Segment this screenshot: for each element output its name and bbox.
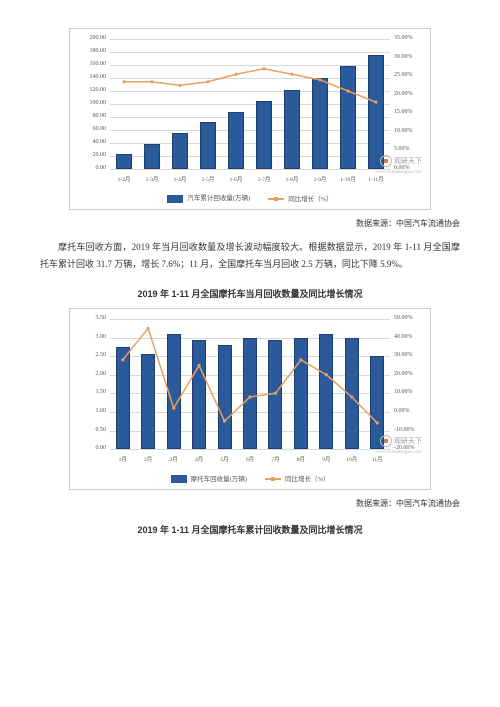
x-tick: 10月 <box>339 455 364 463</box>
watermark-text: 观研天下 <box>394 156 422 166</box>
x-tick: 1-7月 <box>250 175 278 183</box>
x-tick: 1-6月 <box>222 175 250 183</box>
section-title-cumulative-motorcycle: 2019 年 1-11 月全国摩托车累计回收数量及同比增长情况 <box>40 523 460 536</box>
y-left-tick: 60.00 <box>74 126 106 132</box>
watermark-logo-icon <box>380 155 392 167</box>
chart-cumulative-auto-recycle: 0.00 20.00 40.00 60.00 80.00 100.00 120.00 140.… <box>69 28 431 210</box>
x-tick: 1月 <box>110 455 135 463</box>
y-right-tick: 10.00% <box>394 389 426 395</box>
y-left-tick: 20.00 <box>74 152 106 158</box>
chart-monthly-motorcycle-recycle: 0.000.501.001.502.002.503.003.50-20.00%-… <box>69 308 431 490</box>
x-tick: 1-10月 <box>334 175 362 183</box>
y-right-tick: 15.00% <box>394 109 426 115</box>
legend-swatch-line-icon <box>265 478 281 480</box>
legend-swatch-bar-icon <box>171 475 187 483</box>
y-left-tick: 2.50 <box>74 352 106 358</box>
y-right-tick: 35.00% <box>394 35 426 41</box>
x-tick: 1-8月 <box>278 175 306 183</box>
x-tick: 1-4月 <box>166 175 194 183</box>
legend-item-bar: 摩托车回收量(万辆) <box>171 473 247 484</box>
x-tick: 1-9月 <box>306 175 334 183</box>
document-page: 0.00 20.00 40.00 60.00 80.00 100.00 120.00 140.… <box>0 0 500 562</box>
x-tick: 1-3月 <box>138 175 166 183</box>
x-tick: 5月 <box>212 455 237 463</box>
y-right-tick: 30.00% <box>394 352 426 358</box>
legend-item-bar: 汽车累计回收量(万辆) <box>167 192 250 203</box>
x-tick: 7月 <box>263 455 288 463</box>
data-source-label-1: 数据来源：中国汽车流通协会 <box>40 218 460 229</box>
y-left-tick: 3.00 <box>74 334 106 340</box>
y-left-tick: 100.00 <box>74 100 106 106</box>
x-tick: 9月 <box>314 455 339 463</box>
y-left-tick: 0.00 <box>74 165 106 171</box>
y-left-tick: 120.00 <box>74 87 106 93</box>
y-left-tick: 180.00 <box>74 48 106 54</box>
watermark-logo-icon <box>380 435 392 447</box>
y-left-tick: 200.00 <box>74 35 106 41</box>
y-left-tick: 140.00 <box>74 74 106 80</box>
x-tick: 3月 <box>161 455 186 463</box>
y-left-tick: 80.00 <box>74 113 106 119</box>
data-source-label-2: 数据来源：中国汽车流通协会 <box>40 498 460 509</box>
x-tick: 1-2月 <box>110 175 138 183</box>
watermark-url: www.chinabaogao.com <box>375 450 422 455</box>
watermark-url: www.chinabaogao.com <box>375 170 422 175</box>
x-tick: 2月 <box>135 455 160 463</box>
legend-swatch-bar-icon <box>167 195 183 203</box>
y-right-tick: 30.00% <box>394 54 426 60</box>
y-left-tick: 0.50 <box>74 427 106 433</box>
x-tick: 6月 <box>237 455 262 463</box>
legend-item-line: 同比增长（%） <box>268 193 332 203</box>
y-right-tick: 50.00% <box>394 315 426 321</box>
y-left-tick: 1.00 <box>74 408 106 414</box>
y-left-tick: 0.00 <box>74 445 106 451</box>
y-right-tick: 20.00% <box>394 91 426 97</box>
y-left-tick: 1.50 <box>74 389 106 395</box>
legend-swatch-line-icon <box>268 198 284 200</box>
x-tick: 1-11月 <box>362 175 390 183</box>
body-paragraph-motorcycle: 摩托车回收方面，2019 年当月回收数量及增长波动幅度较大。根据数据显示，201… <box>40 239 460 273</box>
x-tick: 4月 <box>186 455 211 463</box>
y-left-tick: 3.50 <box>74 315 106 321</box>
y-right-tick: 0.00% <box>394 408 426 414</box>
x-tick: 1-5月 <box>194 175 222 183</box>
chart-legend: 汽车累计回收量(万辆) 同比增长（%） <box>70 192 430 203</box>
y-left-tick: 2.00 <box>74 371 106 377</box>
watermark-text: 观研天下 <box>394 436 422 446</box>
y-left-tick: 160.00 <box>74 61 106 67</box>
legend-item-line: 同比增长（%） <box>265 473 329 483</box>
y-right-tick: 5.00% <box>394 146 426 152</box>
watermark: 观研天下 <box>380 155 422 167</box>
chart-legend: 摩托车回收量(万辆) 同比增长（%） <box>70 473 430 484</box>
y-right-tick: 25.00% <box>394 72 426 78</box>
x-tick: 8月 <box>288 455 313 463</box>
y-right-tick: -10.00% <box>394 427 426 433</box>
y-left-tick: 40.00 <box>74 139 106 145</box>
y-right-tick: 20.00% <box>394 371 426 377</box>
section-title-monthly-motorcycle: 2019 年 1-11 月全国摩托车当月回收数量及同比增长情况 <box>40 287 460 300</box>
y-right-tick: 10.00% <box>394 128 426 134</box>
x-tick: 11月 <box>365 455 390 463</box>
y-right-tick: 40.00% <box>394 334 426 340</box>
watermark: 观研天下 <box>380 435 422 447</box>
